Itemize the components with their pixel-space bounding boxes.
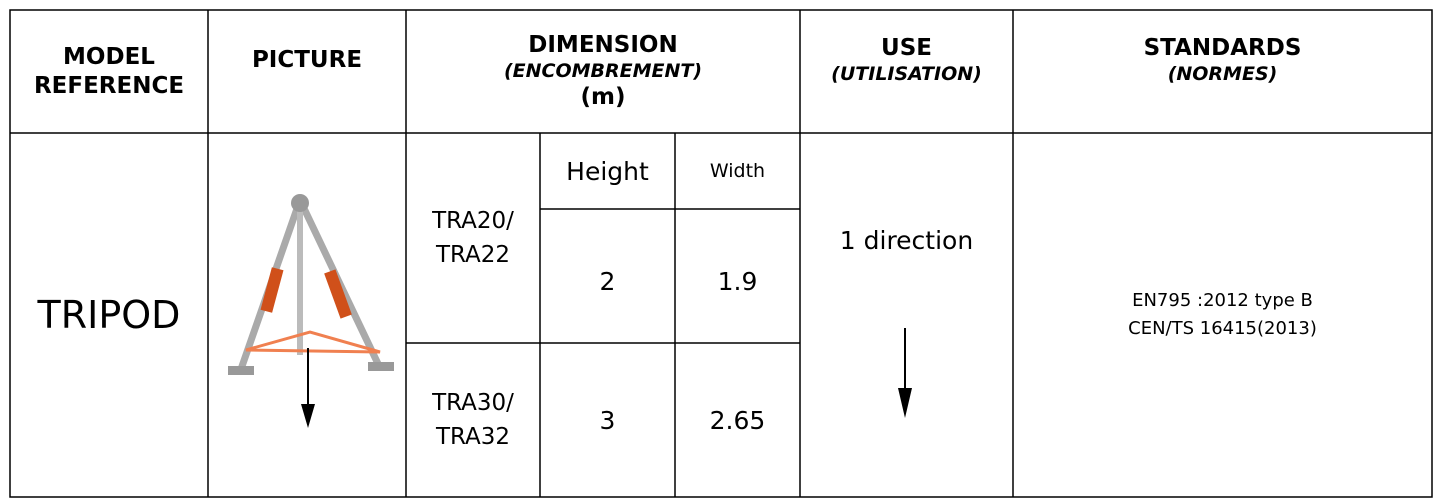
header-title: USE (881, 34, 932, 61)
header-subtitle: (UTILISATION) (831, 62, 982, 85)
width: 1.9 (717, 266, 758, 296)
variant-name: TRA30/ TRA32 (406, 343, 540, 497)
width-cell: 2.65 (675, 343, 800, 497)
down-arrow (301, 348, 315, 428)
width-cell: 1.9 (675, 209, 800, 343)
dimension-header: Width (675, 133, 800, 209)
header-title: STANDARDS (1143, 34, 1302, 61)
header-cell: PICTURE (208, 10, 406, 110)
header-cell: STANDARDS (NORMES) (1013, 10, 1432, 110)
height-cell: 3 (540, 343, 675, 497)
header-cell: DIMENSION (ENCOMBREMENT) (m) (406, 10, 800, 133)
header-unit: (m) (580, 84, 626, 111)
variant-line: TRA20/ (432, 207, 514, 234)
width: 2.65 (709, 405, 766, 435)
model: TRIPOD (37, 293, 181, 337)
header-title: DIMENSION (528, 31, 678, 58)
use-cell: 1 direction (800, 210, 1013, 270)
standard: CEN/TS 16415(2013) (1128, 318, 1317, 339)
standard: EN795 :2012 type B (1132, 290, 1313, 312)
header-cell: USE (UTILISATION) (800, 10, 1013, 110)
header-subtitle: (ENCOMBREMENT) (503, 59, 703, 82)
height-header: Height (566, 156, 649, 186)
height: 3 (599, 405, 616, 435)
dimension-header: Height (540, 133, 675, 209)
variant-line: TRA30/ (432, 389, 514, 416)
down-arrow (898, 328, 912, 418)
use: 1 direction (839, 225, 974, 255)
standards-cell: EN795 :2012 type B CEN/TS 16415(2013) (1013, 133, 1432, 497)
header-cell: MODEL REFERENCE (14, 10, 204, 133)
height: 2 (599, 266, 616, 296)
variant-line: TRA32 (435, 424, 511, 450)
height-cell: 2 (540, 209, 675, 343)
model-cell: TRIPOD (10, 133, 208, 497)
variant-name: TRA20/ TRA22 (406, 133, 540, 343)
header-title: PICTURE (251, 46, 363, 73)
variant-line: TRA22 (435, 242, 511, 268)
width-header: Width (709, 160, 766, 182)
tripod-picture (228, 194, 394, 375)
header-subtitle: (NORMES) (1167, 62, 1278, 85)
header-title: MODEL REFERENCE (33, 43, 185, 99)
